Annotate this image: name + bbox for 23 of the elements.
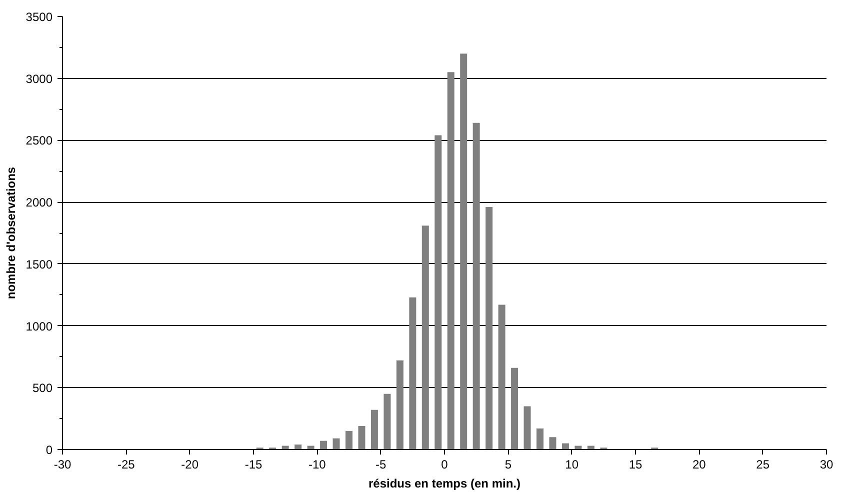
- y-tick-label: 3000: [26, 72, 53, 86]
- x-tick-label: 25: [756, 458, 770, 472]
- y-tick-label: 2000: [26, 196, 53, 210]
- x-tick-label: -5: [376, 458, 386, 472]
- y-tick-label: 0: [46, 443, 53, 457]
- x-tick-label: -10: [308, 458, 326, 472]
- x-tick-label: -25: [117, 458, 136, 472]
- x-tick-label: 5: [504, 458, 512, 472]
- x-tick-label: -30: [54, 458, 72, 472]
- x-axis-title: résidus en temps (en min.): [368, 476, 521, 490]
- y-tick-label: 500: [32, 381, 53, 396]
- y-tick-label: 1500: [26, 257, 53, 272]
- y-tick-label: 1000: [26, 319, 53, 334]
- y-tick-label: 3500: [26, 10, 53, 24]
- y-axis-title: nombre d'observations: [4, 166, 18, 300]
- x-tick-label: 10: [565, 458, 579, 472]
- x-tick-label: -15: [244, 458, 262, 472]
- x-tick-label: 15: [628, 458, 642, 472]
- x-tick-label: 0: [441, 458, 448, 472]
- x-tick-label: -20: [181, 458, 199, 472]
- y-tick-label: 2500: [26, 134, 53, 148]
- x-tick-label: 30: [820, 458, 834, 472]
- x-tick-label: 20: [692, 458, 706, 472]
